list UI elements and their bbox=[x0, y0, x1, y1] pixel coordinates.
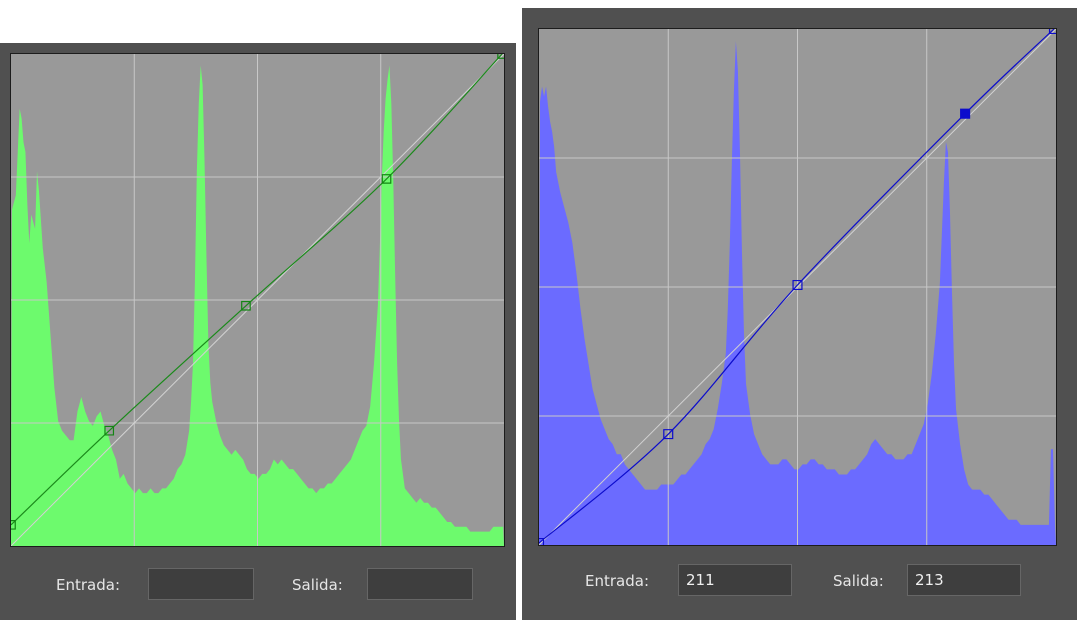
curve-graph[interactable] bbox=[539, 29, 1056, 545]
control-point[interactable] bbox=[105, 426, 113, 434]
entrada-field[interactable] bbox=[678, 564, 792, 596]
control-point[interactable] bbox=[11, 521, 15, 529]
curve-graph[interactable] bbox=[11, 54, 504, 546]
salida-field[interactable] bbox=[367, 568, 473, 600]
control-point[interactable] bbox=[1050, 29, 1056, 33]
entrada-field[interactable] bbox=[148, 568, 254, 600]
reference-diagonal bbox=[11, 54, 504, 546]
control-point[interactable] bbox=[242, 302, 250, 310]
salida-label: Salida: bbox=[833, 572, 884, 590]
input-output-row: Entrada: Salida: bbox=[0, 568, 516, 602]
control-point[interactable] bbox=[793, 281, 802, 290]
blue-curve-panel: Entrada: Salida: bbox=[522, 8, 1077, 620]
curve-editor[interactable] bbox=[10, 53, 505, 547]
entrada-label: Entrada: bbox=[585, 572, 649, 590]
entrada-label: Entrada: bbox=[56, 576, 120, 594]
curve-editor[interactable] bbox=[538, 28, 1057, 546]
salida-field[interactable] bbox=[907, 564, 1021, 596]
control-point[interactable] bbox=[498, 54, 504, 58]
salida-label: Salida: bbox=[292, 576, 343, 594]
control-point[interactable] bbox=[539, 539, 543, 545]
tone-curve[interactable] bbox=[539, 29, 1054, 543]
green-curve-panel: Entrada: Salida: bbox=[0, 43, 516, 620]
tone-curve[interactable] bbox=[11, 54, 502, 525]
control-point-selected[interactable] bbox=[961, 109, 970, 118]
input-output-row: Entrada: Salida: bbox=[522, 564, 1077, 598]
control-point[interactable] bbox=[664, 430, 673, 439]
control-point[interactable] bbox=[382, 175, 390, 183]
